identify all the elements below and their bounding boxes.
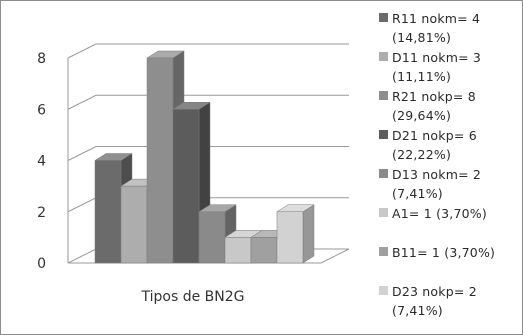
legend-label: D21 nokp= 6 (22,22%)	[392, 128, 477, 162]
gridline-2	[67, 146, 349, 161]
legend-item: D11 nokm= 3 (11,11%)	[379, 48, 523, 86]
bar-7-side	[302, 204, 315, 264]
y-tick-label-0: 0	[37, 256, 46, 272]
legend-label: B11= 1 (3,70%)	[392, 245, 496, 260]
legend-item: R11 nokm= 4 (14,81%)	[379, 9, 523, 47]
bar-3	[172, 109, 200, 264]
bar-7	[276, 211, 304, 264]
legend-swatch	[379, 13, 388, 22]
legend-item: D23 nokp= 2 (7,41%)	[379, 282, 523, 320]
bar-0	[94, 160, 122, 264]
legend-swatch	[379, 130, 388, 139]
bar-chart: 0 2 4 6 8 Tipos de BN2G	[37, 43, 350, 305]
legend-swatch	[379, 208, 388, 217]
bar-5	[224, 237, 252, 264]
x-axis-title: Tipos de BN2G	[141, 289, 245, 305]
legend-swatch	[379, 286, 388, 295]
y-tick-label-3: 6	[37, 102, 46, 118]
legend-label: A1= 1 (3,70%)	[392, 206, 487, 221]
bar-4	[198, 211, 226, 264]
legend-item: D21 nokp= 6 (22,22%)	[379, 126, 523, 164]
legend-swatch	[379, 247, 388, 256]
floor-right-edge	[320, 248, 350, 264]
legend-item: A1= 1 (3,70%)	[379, 204, 523, 223]
gridline-3	[67, 94, 349, 110]
bar-6	[250, 237, 278, 264]
bar-1	[120, 185, 148, 264]
y-tick-label-4: 8	[37, 51, 46, 67]
y-tick-label-2: 4	[37, 154, 46, 170]
legend-swatch	[379, 52, 388, 61]
legend-label: D11 nokm= 3 (11,11%)	[392, 50, 482, 84]
legend-item: D13 nokm= 2 (7,41%)	[379, 165, 523, 203]
legend-label: R11 nokm= 4 (14,81%)	[392, 11, 481, 45]
legend-swatch	[379, 169, 388, 178]
gridline-4	[67, 43, 349, 59]
y-tick-label-1: 2	[37, 205, 46, 221]
legend-item: B11= 1 (3,70%)	[379, 243, 523, 262]
legend-label: D13 nokm= 2 (7,41%)	[392, 167, 482, 201]
legend-swatch	[379, 91, 388, 100]
legend-item: R21 nokp= 8 (29,64%)	[379, 87, 523, 125]
bar-2	[146, 57, 174, 264]
legend-label: R21 nokp= 8 (29,64%)	[392, 89, 476, 123]
legend-label: D23 nokp= 2 (7,41%)	[392, 284, 477, 318]
